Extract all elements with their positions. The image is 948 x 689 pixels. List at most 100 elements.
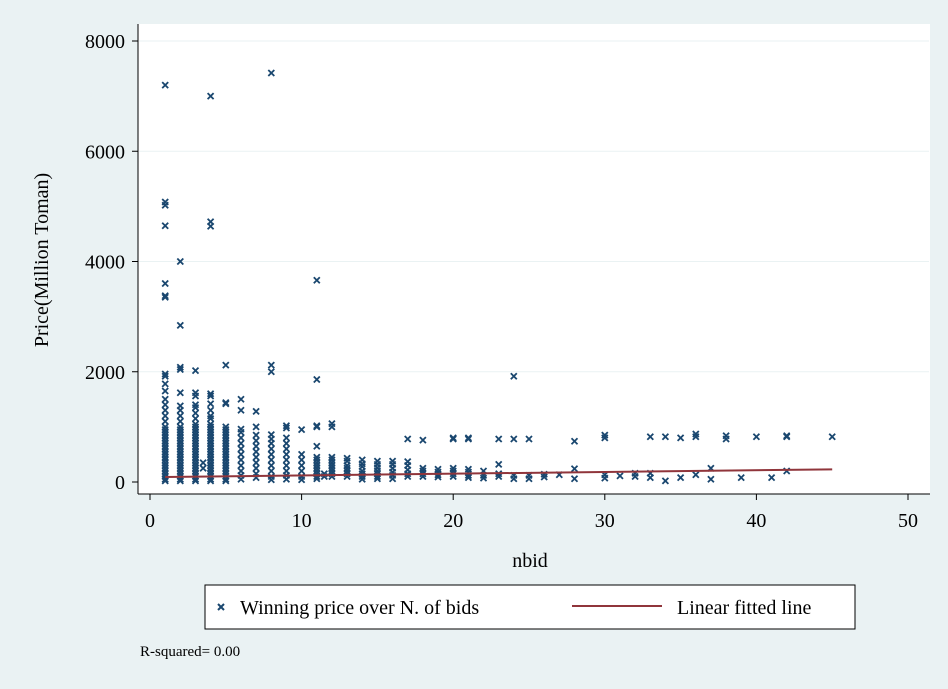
scatter-point xyxy=(343,461,351,470)
scatter-point xyxy=(282,450,291,459)
scatter-point xyxy=(358,475,366,483)
scatter-point xyxy=(176,437,184,445)
scatter-point xyxy=(313,276,321,284)
scatter-point xyxy=(222,423,230,431)
x-tick-label: 10 xyxy=(292,510,312,532)
scatter-point xyxy=(206,406,215,414)
scatter-point xyxy=(176,389,184,397)
scatter-point xyxy=(267,467,275,475)
scatter-point xyxy=(358,467,366,475)
x-tick-label: 20 xyxy=(443,510,463,532)
scatter-point xyxy=(525,475,533,483)
scatter-point xyxy=(267,450,275,459)
scatter-point xyxy=(343,467,351,475)
scatter-point xyxy=(161,477,169,485)
scatter-point xyxy=(252,442,260,450)
scatter-point xyxy=(646,473,654,482)
scatter-point xyxy=(328,453,336,461)
scatter-point xyxy=(161,401,169,409)
scatter-point xyxy=(282,422,291,430)
scatter-point xyxy=(206,423,215,431)
scatter-point xyxy=(161,293,169,301)
scatter-point xyxy=(206,467,215,475)
scatter-point xyxy=(464,473,473,482)
scatter-point xyxy=(449,435,457,443)
scatter-point xyxy=(404,435,412,443)
scatter-point xyxy=(282,439,291,448)
scatter-point xyxy=(282,445,291,453)
scatter-point xyxy=(631,472,639,481)
scatter-point xyxy=(206,442,215,450)
scatter-point xyxy=(222,361,230,369)
scatter-point xyxy=(191,392,200,400)
scatter-point xyxy=(206,428,215,437)
scatter-point xyxy=(161,292,169,300)
x-tick-label: 30 xyxy=(595,510,615,532)
scatter-point xyxy=(661,477,670,485)
legend-label-scatter: Winning price over N. of bids xyxy=(240,597,479,619)
scatter-point xyxy=(191,448,200,456)
scatter-point xyxy=(510,372,518,380)
scatter-point xyxy=(267,439,275,448)
scatter-point xyxy=(313,461,321,470)
scatter-point xyxy=(601,434,609,442)
fitted-line xyxy=(165,468,833,479)
scatter-point xyxy=(206,414,215,423)
scatter-point xyxy=(692,471,700,479)
scatter-point xyxy=(206,400,215,408)
scatter-point xyxy=(176,423,184,431)
scatter-point xyxy=(161,442,169,450)
scatter-point xyxy=(206,92,215,100)
scatter-point xyxy=(783,433,791,441)
scatter-point xyxy=(767,473,776,482)
scatter-point xyxy=(282,424,291,432)
scatter-point xyxy=(297,467,306,475)
scatter-point xyxy=(161,448,169,456)
scatter-point xyxy=(161,222,169,230)
scatter-point xyxy=(570,465,579,473)
scatter-points xyxy=(161,69,836,485)
scatter-point xyxy=(222,461,230,470)
scatter-point xyxy=(237,395,245,403)
scatter-point xyxy=(252,431,260,439)
scatter-point xyxy=(161,81,169,89)
scatter-point xyxy=(191,467,200,475)
scatter-point xyxy=(161,370,169,378)
scatter-point xyxy=(313,442,321,450)
scatter-point xyxy=(161,406,169,414)
scatter-point xyxy=(434,473,442,481)
scatter-point xyxy=(419,467,427,475)
scatter-point xyxy=(191,414,200,423)
scatter-point xyxy=(282,434,291,442)
scatter-point xyxy=(267,476,275,484)
scatter-point xyxy=(206,461,215,470)
scatter-point xyxy=(267,461,275,470)
scatter-point xyxy=(646,433,654,441)
scatter-point xyxy=(161,412,169,420)
scatter-point xyxy=(252,437,260,445)
x-tick-label: 40 xyxy=(746,510,766,532)
scatter-point xyxy=(328,461,336,470)
scatter-point xyxy=(570,437,579,445)
scatter-point xyxy=(161,395,169,403)
scatter-point xyxy=(676,473,685,482)
scatter-point xyxy=(237,445,245,453)
scatter-point xyxy=(176,442,184,450)
scatter-point xyxy=(222,453,230,461)
y-axis-title: Price(Million Toman) xyxy=(31,173,53,347)
scatter-point xyxy=(199,464,207,472)
scatter-point xyxy=(222,400,230,408)
scatter-point xyxy=(222,442,230,450)
scatter-point xyxy=(206,448,215,456)
scatter-point xyxy=(161,380,169,388)
gridlines xyxy=(139,40,929,373)
scatter-point xyxy=(510,475,518,483)
y-tick-label: 8000 xyxy=(85,31,125,53)
scatter-point xyxy=(176,461,184,470)
scatter-point xyxy=(161,279,169,288)
scatter-point xyxy=(237,406,245,414)
scatter-point xyxy=(176,428,184,437)
scatter-point xyxy=(161,453,169,461)
scatter-point xyxy=(282,456,291,464)
scatter-point xyxy=(206,390,215,398)
